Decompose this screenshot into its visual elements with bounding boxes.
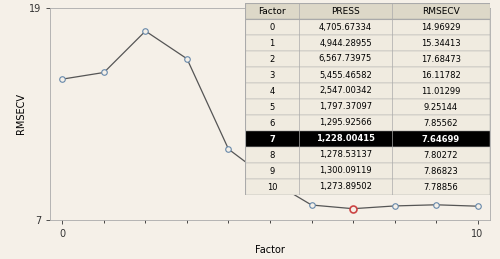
Text: Factor: Factor (258, 6, 286, 16)
Text: 3: 3 (270, 70, 274, 80)
Text: 0: 0 (270, 23, 274, 32)
Text: 7.86823: 7.86823 (424, 167, 458, 176)
Bar (245, 179, 490, 195)
Bar (245, 35, 490, 51)
Text: 1,278.53137: 1,278.53137 (319, 150, 372, 160)
Bar (245, 163, 490, 179)
Text: 11.01299: 11.01299 (422, 87, 461, 96)
Bar (245, 115, 490, 131)
Text: 7.64699: 7.64699 (422, 134, 460, 143)
Text: 6: 6 (270, 119, 274, 127)
Text: 4,705.67334: 4,705.67334 (319, 23, 372, 32)
Text: 16.11782: 16.11782 (421, 70, 461, 80)
Text: 8: 8 (270, 150, 274, 160)
Text: 6,567.73975: 6,567.73975 (319, 54, 372, 63)
Text: 4,944.28955: 4,944.28955 (319, 39, 372, 47)
Text: 14.96929: 14.96929 (421, 23, 461, 32)
Text: 7.80272: 7.80272 (424, 150, 458, 160)
Bar (245, 67, 490, 83)
Bar (245, 83, 490, 99)
Text: 1,295.92566: 1,295.92566 (319, 119, 372, 127)
Bar (245, 99, 490, 115)
Bar (245, 3, 490, 19)
Bar (245, 51, 490, 67)
Text: RMSECV: RMSECV (422, 6, 460, 16)
Text: 9: 9 (270, 167, 274, 176)
Bar (245, 19, 490, 35)
Text: 1,797.37097: 1,797.37097 (319, 103, 372, 112)
Text: 1,300.09119: 1,300.09119 (319, 167, 372, 176)
X-axis label: Factor: Factor (255, 245, 285, 255)
Text: 4: 4 (270, 87, 274, 96)
Text: 5: 5 (270, 103, 274, 112)
Text: 1,273.89502: 1,273.89502 (319, 183, 372, 191)
Text: 7: 7 (269, 134, 275, 143)
Text: 2,547.00342: 2,547.00342 (319, 87, 372, 96)
Text: 10: 10 (266, 183, 277, 191)
Bar (245, 131, 490, 147)
Text: 1: 1 (270, 39, 274, 47)
Text: 1,228.00415: 1,228.00415 (316, 134, 375, 143)
Text: 5,455.46582: 5,455.46582 (319, 70, 372, 80)
Text: 17.68473: 17.68473 (421, 54, 461, 63)
Text: PRESS: PRESS (331, 6, 360, 16)
Text: 7.78856: 7.78856 (424, 183, 458, 191)
Text: 2: 2 (270, 54, 274, 63)
Y-axis label: RMSECV: RMSECV (16, 93, 26, 134)
Text: 15.34413: 15.34413 (421, 39, 461, 47)
Text: 7.85562: 7.85562 (424, 119, 458, 127)
Text: 9.25144: 9.25144 (424, 103, 458, 112)
Bar (245, 147, 490, 163)
